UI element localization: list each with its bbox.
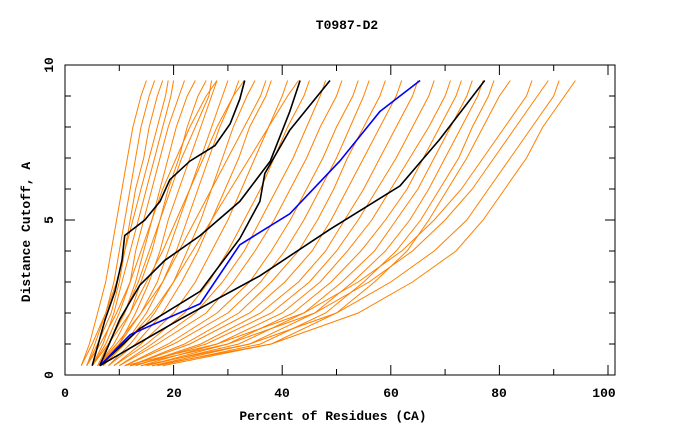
model-curve [113,80,289,367]
model-curve [97,80,229,367]
y-tick-label: 5 [42,216,57,224]
highlight-curve-black [91,80,246,366]
model-curve [102,80,218,367]
axis-ticks [64,64,615,376]
model-curve [80,80,169,366]
model-curve [162,80,511,367]
x-tick-label: 100 [592,386,616,401]
model-curve [157,80,495,367]
curves-layer [80,79,576,367]
plot-frame [64,64,616,376]
model-curve [146,80,462,367]
x-tick-labels: 0 20 40 60 80 100 [61,386,616,401]
model-curve [80,80,147,366]
model-curve [130,80,386,367]
y-tick-label: 10 [42,57,57,73]
model-curve [140,80,451,367]
model-curve [108,80,256,367]
model-curve [130,80,549,367]
model-curve [86,80,218,366]
model-curve [140,80,560,367]
model-curve [97,80,267,367]
y-axis-label: Distance Cutoff, A [19,162,34,303]
model-curve [119,80,343,367]
x-tick-label: 0 [61,386,69,401]
highlight-curve-black [99,79,331,367]
model-curve [91,80,213,366]
model-curve [91,80,185,366]
x-tick-label: 80 [491,386,507,401]
model-curve [135,80,435,367]
x-axis-label: Percent of Residues (CA) [239,409,426,424]
model-curve [86,80,164,366]
y-tick-label: 0 [42,371,57,379]
model-curve [124,80,370,367]
model-curve [124,80,359,367]
model-curve [86,80,156,366]
model-curve [130,80,403,367]
chart-title: T0987-D2 [316,18,379,33]
x-tick-label: 20 [166,386,182,401]
highlight-curve-blue [99,79,421,367]
x-tick-label: 60 [383,386,399,401]
model-curve [102,80,240,367]
model-curve [151,80,576,367]
model-curve [151,80,484,367]
highlight-curve-black [99,80,486,367]
model-curve [91,80,245,366]
highlight-curve-black [99,80,301,367]
model-curve [124,80,533,367]
y-tick-labels: 0 5 10 [42,57,57,379]
model-curve [91,80,175,366]
x-tick-label: 40 [274,386,290,401]
model-curve [146,80,473,367]
model-curve [119,80,327,367]
model-curve [102,80,299,367]
